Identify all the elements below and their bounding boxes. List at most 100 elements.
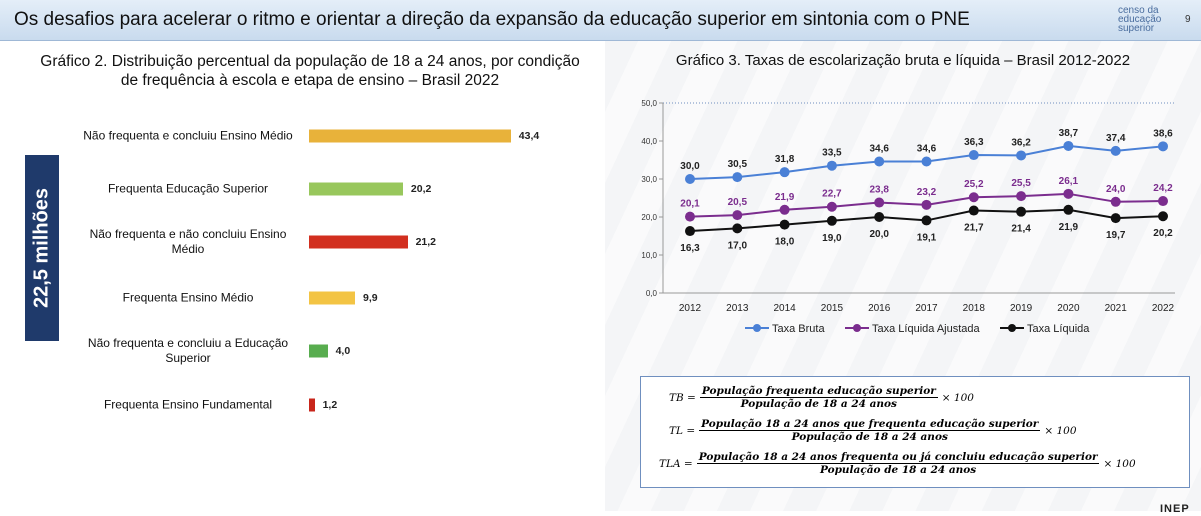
factor: × 100 [1044, 424, 1077, 437]
point [921, 199, 932, 210]
y-tick-label: 50,0 [641, 99, 657, 108]
formula-lhs: TB = [669, 391, 696, 404]
point [685, 226, 695, 237]
numerator: População frequenta educação superior [699, 385, 938, 398]
value-label: 37,4 [1106, 133, 1126, 144]
bar [309, 398, 315, 412]
chart-title: Gráfico 3. Taxas de escolarização bruta … [676, 52, 1130, 69]
footer-logo: INEP [1160, 503, 1190, 515]
value-label: 19,1 [917, 232, 937, 243]
point [732, 210, 743, 221]
legend-marker [853, 324, 861, 332]
header-bar [0, 0, 1201, 41]
logo: censo da educação superior [1118, 5, 1162, 34]
point [779, 204, 790, 215]
formula-box: TB = População frequenta educação superio… [640, 376, 1190, 488]
side-label: 22,5 milhões [30, 187, 53, 309]
value-label: 22,7 [822, 189, 842, 200]
value-label: 4,0 [335, 345, 351, 357]
point [1110, 145, 1121, 156]
x-tick-label: 2012 [679, 303, 702, 314]
value-label: 26,1 [1059, 176, 1079, 187]
header-title: Os desafios para acelerar o ritmo e orie… [14, 9, 970, 30]
formula-lhs: TL = [669, 424, 696, 437]
line-chart: Gráfico 3. Taxas de escolarização bruta … [641, 52, 1175, 335]
factor: × 100 [1103, 457, 1136, 470]
point [1063, 140, 1074, 151]
value-label: 38,7 [1059, 128, 1079, 139]
point [1110, 196, 1121, 207]
value-label: 36,2 [1011, 137, 1031, 148]
point [968, 192, 979, 203]
value-label: 25,2 [964, 179, 984, 190]
x-tick-label: 2022 [1152, 303, 1175, 314]
bar [309, 291, 356, 305]
bar [309, 129, 511, 143]
x-tick-label: 2018 [963, 303, 986, 314]
x-tick-label: 2019 [1010, 303, 1033, 314]
y-tick-label: 0,0 [646, 289, 658, 298]
bar [309, 344, 328, 358]
page-number: 9 [1185, 14, 1191, 25]
point [968, 150, 979, 161]
value-label: 1,2 [322, 399, 338, 411]
legend-marker [753, 324, 761, 332]
x-tick-label: 2014 [773, 303, 796, 314]
point [921, 156, 932, 167]
numerator: População 18 a 24 anos que frequenta edu… [699, 418, 1041, 431]
value-label: 20,2 [410, 183, 432, 195]
chart-title: Gráfico 2. Distribuição percentual da po… [40, 53, 580, 89]
fraction: População 18 a 24 anos que frequenta edu… [699, 418, 1041, 443]
point [732, 172, 743, 183]
legend-label: Taxa Líquida Ajustada [872, 323, 981, 335]
value-label: 30,0 [680, 161, 700, 172]
value-label: 20,1 [680, 199, 700, 210]
value-label: 24,2 [1153, 183, 1173, 194]
factor: × 100 [941, 391, 974, 404]
point [1110, 213, 1121, 224]
legend-marker [1008, 324, 1016, 332]
fraction: População 18 a 24 anos frequenta ou já c… [696, 451, 1100, 476]
point [826, 201, 837, 212]
denominator: População de 18 a 24 anos [791, 431, 948, 443]
value-label: 16,3 [680, 243, 700, 254]
value-label: 20,2 [1153, 228, 1173, 239]
value-label: 20,5 [728, 197, 748, 208]
numerator: População 18 a 24 anos frequenta ou já c… [696, 451, 1100, 464]
value-label: 31,8 [775, 154, 795, 165]
legend-label: Taxa Líquida [1027, 323, 1090, 335]
value-label: 24,0 [1106, 184, 1126, 195]
point [874, 156, 885, 167]
x-tick-label: 2013 [726, 303, 749, 314]
point [685, 174, 695, 184]
point [1158, 141, 1168, 152]
value-label: 9,9 [363, 292, 378, 304]
category-label: Não frequenta e concluiu a Educação Supe… [87, 336, 289, 365]
point [1158, 211, 1168, 222]
value-label: 23,8 [869, 185, 889, 196]
point [1016, 150, 1027, 161]
value-label: 21,7 [964, 223, 984, 234]
category-label: Frequenta Ensino Fundamental [103, 397, 273, 412]
value-label: 21,9 [775, 192, 795, 203]
value-label: 34,6 [869, 144, 889, 155]
value-label: 18,0 [775, 237, 795, 248]
value-label: 21,4 [1011, 224, 1031, 235]
legend-label: Taxa Bruta [772, 323, 825, 335]
point [968, 205, 979, 216]
value-label: 21,2 [415, 236, 437, 248]
value-label: 43,4 [518, 130, 540, 142]
value-label: 30,5 [728, 159, 748, 170]
point [921, 215, 932, 226]
point [826, 160, 837, 171]
x-tick-label: 2020 [1057, 303, 1080, 314]
side-box: 22,5 milhões [25, 155, 59, 341]
value-label: 25,5 [1011, 178, 1031, 189]
point [779, 219, 790, 230]
value-label: 36,3 [964, 137, 984, 148]
formula: TL = População 18 a 24 anos que frequenta… [669, 418, 1077, 443]
point [1158, 196, 1168, 207]
bar [309, 182, 403, 196]
x-tick-label: 2015 [821, 303, 844, 314]
point [874, 197, 885, 208]
